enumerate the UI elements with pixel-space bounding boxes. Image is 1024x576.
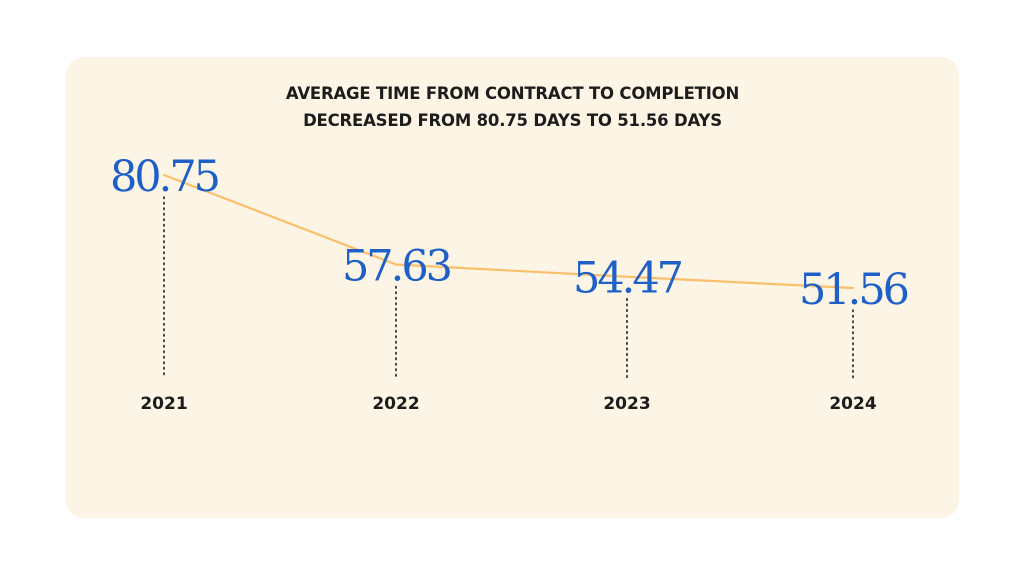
year-label-2024: 2024	[829, 394, 876, 414]
chart-card	[66, 57, 959, 518]
chart-title-line-2: DECREASED FROM 80.75 DAYS TO 51.56 DAYS	[303, 111, 722, 130]
value-label-2021: 80.75	[110, 152, 219, 202]
value-label-2023: 54.47	[573, 254, 682, 304]
value-label-2024: 51.56	[799, 265, 908, 315]
year-label-2023: 2023	[603, 394, 650, 414]
year-label-2021: 2021	[140, 394, 187, 414]
value-label-2022: 57.63	[342, 242, 451, 292]
series-line	[162, 173, 855, 290]
chart-title: AVERAGE TIME FROM CONTRACT TO COMPLETION…	[66, 80, 959, 134]
chart-title-line-1: AVERAGE TIME FROM CONTRACT TO COMPLETION	[285, 84, 740, 103]
year-label-2022: 2022	[372, 394, 419, 414]
